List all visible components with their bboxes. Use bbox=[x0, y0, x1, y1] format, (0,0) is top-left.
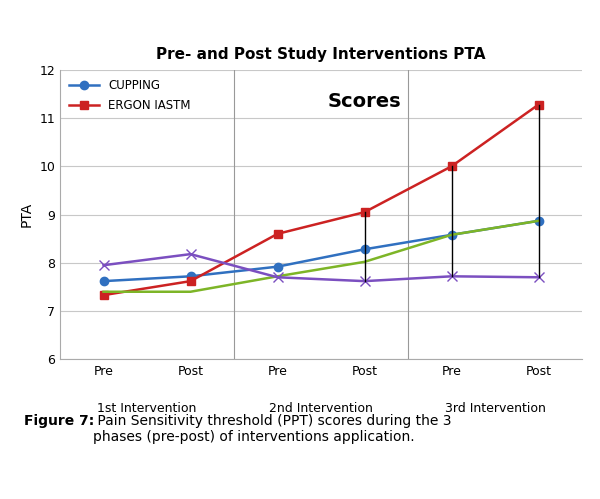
Text: 2nd Intervention: 2nd Intervention bbox=[269, 402, 373, 415]
Legend: CUPPING, ERGON IASTM: CUPPING, ERGON IASTM bbox=[66, 76, 194, 116]
Text: 3rd Intervention: 3rd Intervention bbox=[445, 402, 545, 415]
Text: 1st Intervention: 1st Intervention bbox=[97, 402, 197, 415]
Text: Scores: Scores bbox=[328, 92, 401, 111]
Y-axis label: PTA: PTA bbox=[20, 202, 34, 227]
Text: Pre- and Post Study Interventions PTA: Pre- and Post Study Interventions PTA bbox=[156, 47, 486, 62]
Text: Pain Sensitivity threshold (PPT) scores during the 3
phases (pre-post) of interv: Pain Sensitivity threshold (PPT) scores … bbox=[93, 414, 452, 445]
Text: Figure 7:: Figure 7: bbox=[24, 414, 94, 428]
